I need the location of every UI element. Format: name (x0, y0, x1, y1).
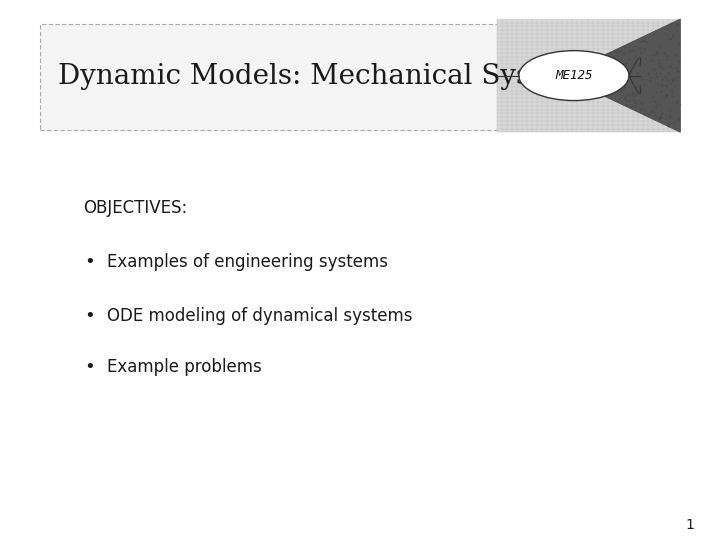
Text: Example problems: Example problems (107, 358, 261, 376)
Polygon shape (561, 19, 680, 132)
Text: OBJECTIVES:: OBJECTIVES: (83, 199, 187, 217)
Ellipse shape (519, 51, 629, 100)
FancyBboxPatch shape (497, 19, 680, 132)
Text: Dynamic Models: Mechanical Systems: Dynamic Models: Mechanical Systems (58, 63, 598, 90)
Text: •: • (85, 253, 95, 271)
Text: Examples of engineering systems: Examples of engineering systems (107, 253, 387, 271)
FancyBboxPatch shape (40, 24, 670, 130)
Text: •: • (85, 307, 95, 325)
Text: 1: 1 (686, 518, 695, 532)
Text: ODE modeling of dynamical systems: ODE modeling of dynamical systems (107, 307, 412, 325)
Text: •: • (85, 358, 95, 376)
Text: ME125: ME125 (555, 69, 593, 82)
